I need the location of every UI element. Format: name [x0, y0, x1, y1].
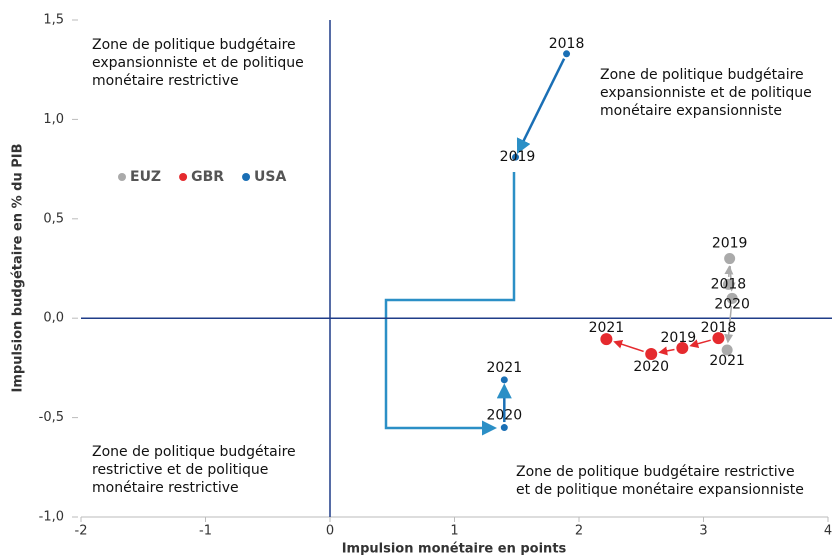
point-label: 2019 [661, 330, 697, 346]
arrow [689, 339, 711, 349]
point-label: 2018 [549, 36, 585, 52]
point [726, 292, 738, 304]
arrow [516, 58, 566, 155]
x-tick-label: 4 [824, 524, 832, 539]
legend-label: EUZ [130, 169, 161, 185]
point [676, 342, 689, 355]
point [722, 278, 734, 290]
y-tick-label: 0,5 [43, 211, 64, 226]
zone-annotation: et de politique monétaire expansionniste [516, 482, 804, 498]
point [645, 347, 658, 360]
connector [384, 172, 516, 436]
point-label: 2020 [714, 296, 750, 312]
zone-annotation: monétaire restrictive [92, 73, 239, 89]
legend-marker [118, 173, 126, 181]
x-tick-label: -1 [199, 524, 212, 539]
point-label: 2021 [589, 320, 625, 336]
zone-annotation: restrictive et de politique [92, 462, 268, 478]
x-tick-label: 0 [326, 524, 334, 539]
legend-marker [179, 173, 188, 181]
arrow [658, 346, 675, 356]
x-tick-label: 1 [450, 524, 458, 539]
x-axis-title: Impulsion monétaire en points [342, 542, 567, 555]
legend-label: GBR [191, 169, 224, 185]
point-label: 2021 [709, 353, 745, 369]
y-tick-label: 1,0 [43, 112, 64, 127]
point-label: 2019 [712, 236, 748, 252]
arrow [724, 305, 734, 344]
zone-annotation: monétaire restrictive [92, 480, 239, 496]
x-tick-label: -2 [75, 524, 88, 539]
point [563, 50, 571, 58]
legend-label: USA [254, 169, 286, 185]
point-label: 2018 [711, 276, 747, 292]
zone-annotation: Zone de politique budgétaire [92, 37, 296, 53]
x-tick-label: 2 [575, 524, 583, 539]
y-tick-label: 1,5 [43, 13, 64, 28]
point [712, 332, 725, 345]
y-tick-label: -1,0 [39, 510, 64, 525]
point [512, 153, 520, 161]
point-label: 2018 [701, 320, 737, 336]
point-label: 2020 [633, 359, 669, 375]
point [600, 333, 613, 346]
point [500, 424, 508, 432]
point [724, 253, 736, 265]
zone-annotation: monétaire expansionniste [600, 103, 782, 119]
zone-annotation: Zone de politique budgétaire [600, 67, 804, 83]
legend-marker [242, 173, 251, 181]
point-label: 2021 [486, 360, 522, 376]
zone-annotation: Zone de politique budgétaire [92, 444, 296, 460]
x-tick-label: 3 [699, 524, 707, 539]
zone-annotation: expansionniste et de politique [600, 85, 812, 101]
point [721, 344, 733, 356]
y-tick-label: -0,5 [39, 410, 64, 425]
point-label: 2019 [500, 149, 536, 165]
zone-annotation: expansionniste et de politique [92, 55, 304, 71]
arrow [613, 339, 644, 353]
y-tick-label: 0,0 [43, 311, 64, 326]
point-label: 2020 [486, 408, 522, 424]
y-axis-title: Impulsion budgétaire en % du PIB [11, 144, 26, 393]
point [500, 376, 508, 384]
zone-annotation: Zone de politique budgétaire restrictive [516, 464, 795, 480]
